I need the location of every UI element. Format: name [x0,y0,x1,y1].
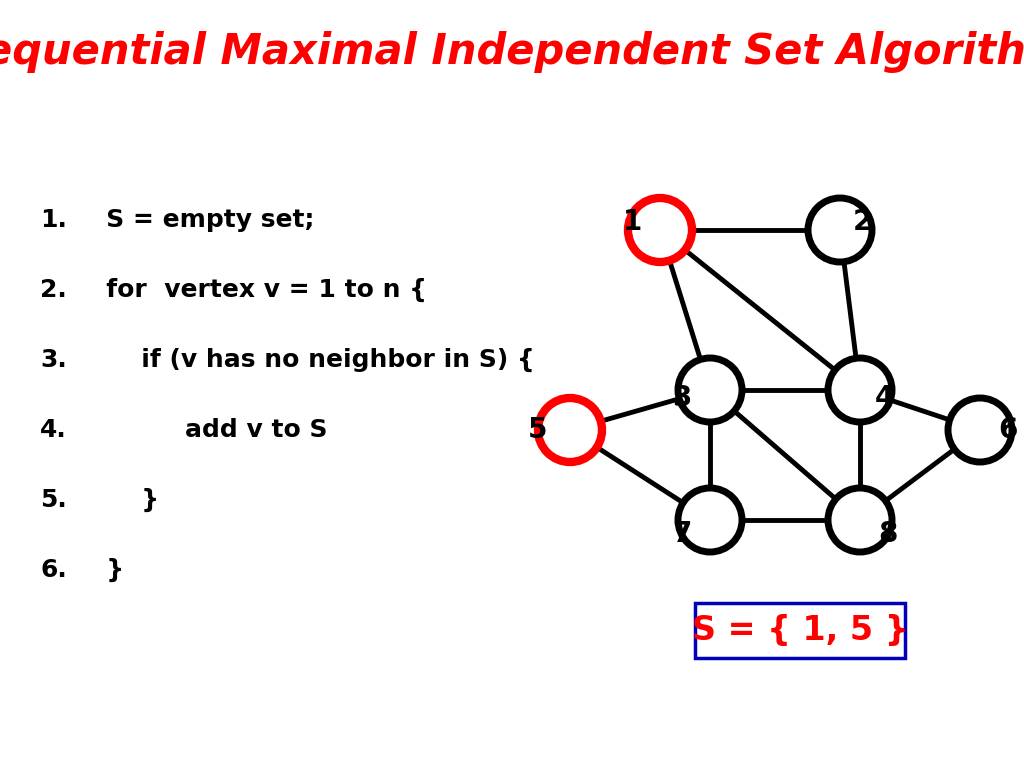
Circle shape [828,358,892,422]
Text: add v to S: add v to S [80,418,328,442]
Text: S = empty set;: S = empty set; [80,208,314,232]
Text: 6.: 6. [40,558,67,582]
Circle shape [628,198,692,262]
Text: 3: 3 [673,384,691,412]
Circle shape [948,398,1012,462]
Circle shape [538,398,602,462]
Circle shape [678,488,742,552]
Text: 1: 1 [623,208,642,236]
Text: for  vertex v = 1 to n {: for vertex v = 1 to n { [80,278,427,302]
Text: }: } [80,488,159,512]
Bar [695,603,905,657]
Text: 2.: 2. [40,278,67,302]
Text: 5.: 5. [40,488,67,512]
Text: 5: 5 [528,416,548,444]
Text: Sequential Maximal Independent Set Algorithm: Sequential Maximal Independent Set Algor… [0,31,1024,73]
Text: if (v has no neighbor in S) {: if (v has no neighbor in S) { [80,348,535,372]
Text: 6: 6 [998,416,1018,444]
Text: 4: 4 [874,384,894,412]
Text: 8: 8 [879,520,898,548]
Text: 2: 2 [852,208,871,236]
Text: 7: 7 [673,520,691,548]
Text: }: } [80,558,124,582]
Text: S = { 1, 5 }: S = { 1, 5 } [692,614,908,647]
Circle shape [678,358,742,422]
Circle shape [828,488,892,552]
Text: 4.: 4. [40,418,67,442]
Circle shape [808,198,872,262]
Text: 3.: 3. [40,348,67,372]
Text: 1.: 1. [40,208,67,232]
